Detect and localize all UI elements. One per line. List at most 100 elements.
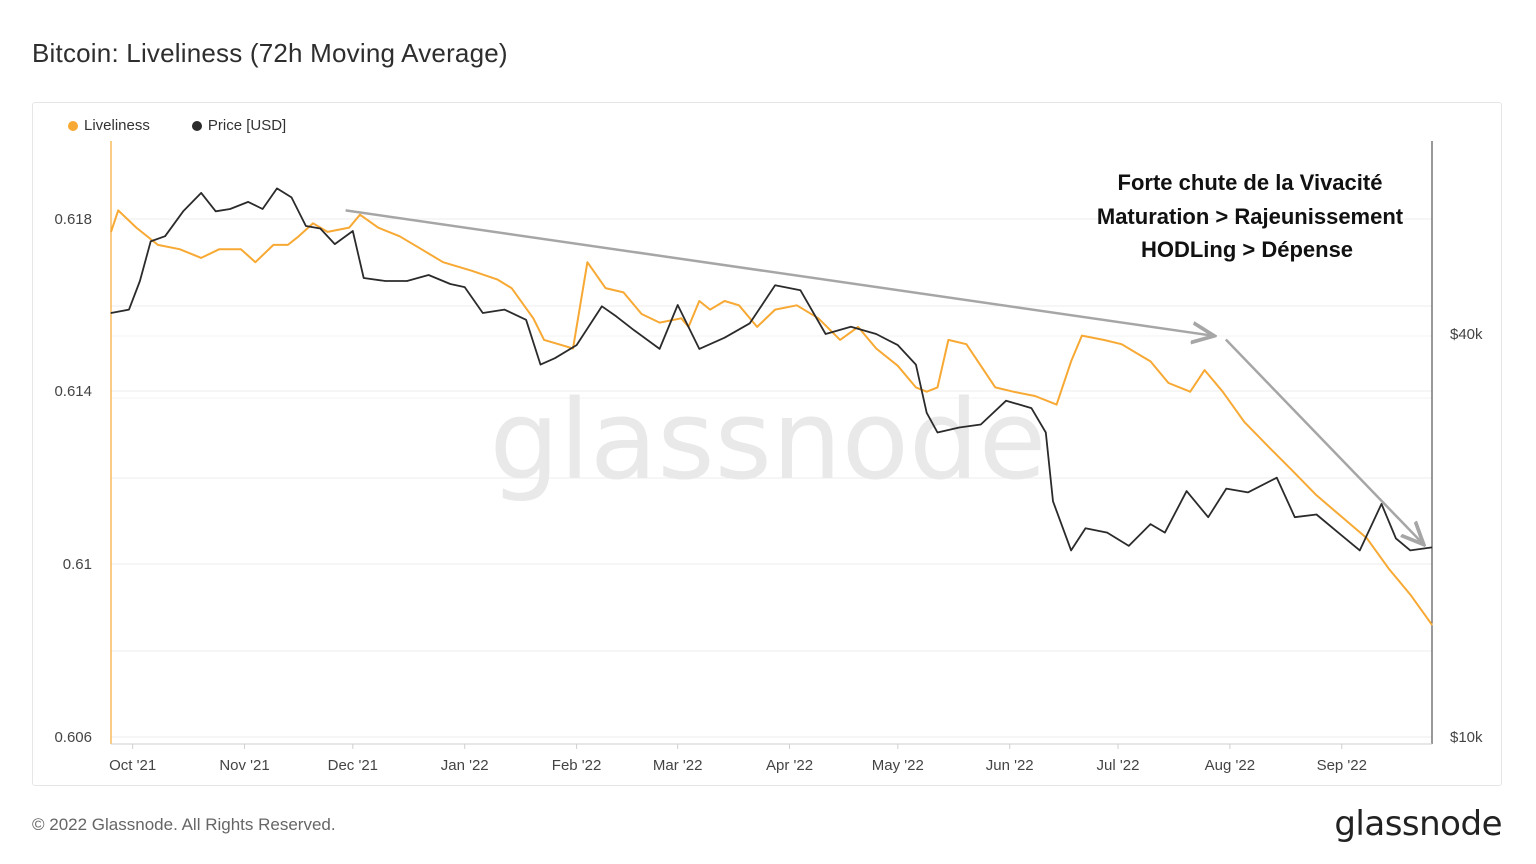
- page-title: Bitcoin: Liveliness (72h Moving Average): [32, 38, 508, 68]
- liveliness-point: [1431, 624, 1433, 626]
- price-point: [936, 431, 939, 434]
- liveliness-point: [399, 235, 401, 237]
- price-point: [305, 225, 307, 227]
- price-point: [659, 348, 661, 350]
- liveliness-point: [558, 343, 560, 345]
- x-tick-label: Feb '22: [552, 757, 602, 774]
- x-tick-label: May '22: [872, 757, 924, 774]
- price-point: [247, 201, 249, 203]
- legend-item-price[interactable]: Price [USD]: [191, 117, 287, 134]
- liveliness-point: [1269, 447, 1271, 449]
- liveliness-point: [287, 244, 289, 246]
- price-point: [615, 315, 617, 317]
- liveliness-point: [254, 261, 256, 263]
- price-point: [319, 227, 321, 230]
- price-point: [164, 235, 166, 237]
- price-point: [1247, 491, 1249, 493]
- liveliness-point: [179, 248, 181, 250]
- liveliness-point: [756, 326, 758, 328]
- y-right-axis: $10k $40k: [1450, 326, 1483, 746]
- price-point: [464, 286, 466, 288]
- price-point: [334, 243, 336, 245]
- price-point: [482, 312, 484, 314]
- x-tick-label: Mar '22: [653, 757, 703, 774]
- liveliness-point: [1222, 391, 1224, 393]
- price-point: [1276, 477, 1278, 479]
- price-point: [677, 304, 679, 306]
- liveliness-point: [936, 386, 939, 388]
- liveliness-point: [659, 322, 661, 324]
- price-point: [774, 284, 776, 286]
- liveliness-point: [442, 261, 444, 263]
- liveliness-point: [1204, 369, 1206, 371]
- liveliness-point: [994, 386, 996, 388]
- liveliness-point: [1388, 568, 1390, 570]
- liveliness-point: [641, 313, 643, 315]
- liveliness-point: [965, 343, 968, 345]
- price-point: [1106, 532, 1108, 534]
- liveliness-point: [496, 278, 498, 280]
- liveliness-point: [698, 300, 700, 302]
- price-point: [980, 423, 982, 426]
- price-point: [698, 348, 700, 350]
- liveliness-point: [1290, 468, 1292, 470]
- price-point: [363, 277, 365, 279]
- liveliness-point: [359, 214, 361, 216]
- legend-item-liveliness[interactable]: Liveliness: [68, 117, 150, 134]
- price-point: [182, 210, 184, 212]
- price-point: [1359, 549, 1361, 552]
- liveliness-point: [1315, 494, 1318, 496]
- price-point: [1431, 546, 1433, 549]
- price-point: [539, 364, 542, 366]
- gridlines: [110, 141, 1433, 745]
- trend-arrow-2: [1224, 338, 1422, 543]
- liveliness-dot-icon: [68, 120, 78, 131]
- price-point: [926, 412, 928, 414]
- price-point: [1070, 549, 1072, 552]
- x-tick-label: Jun '22: [986, 757, 1034, 774]
- price-point: [724, 337, 726, 339]
- price-point: [1395, 537, 1397, 540]
- x-tick-label: Apr '22: [766, 757, 813, 774]
- x-tick-label: Sep '22: [1317, 757, 1367, 774]
- price-point: [449, 283, 451, 285]
- x-axis: Oct '21 Nov '21 Dec '21 Jan '22 Feb '22 Mar '…: [109, 744, 1367, 774]
- liveliness-point: [586, 261, 589, 263]
- price-point: [633, 329, 635, 331]
- liveliness-point: [110, 231, 112, 233]
- liveliness-point: [157, 244, 159, 246]
- price-point: [110, 312, 112, 314]
- liveliness-point: [1243, 421, 1245, 423]
- liveliness-point: [1189, 391, 1191, 393]
- liveliness-point: [897, 365, 899, 367]
- liveliness-point: [1121, 343, 1123, 345]
- price-point: [554, 357, 556, 359]
- glassnode-logo[interactable]: glassnode: [1334, 804, 1502, 844]
- price-point: [958, 426, 960, 429]
- liveliness-point: [839, 339, 841, 341]
- liveliness-point: [377, 227, 379, 229]
- chart-card: [32, 102, 1502, 786]
- price-point: [915, 364, 917, 366]
- liveliness-point: [1056, 404, 1058, 406]
- price-point: [128, 309, 130, 311]
- x-tick-label: Nov '21: [219, 757, 269, 774]
- price-point: [1337, 532, 1339, 534]
- y-left-tick-label: 0.606: [54, 729, 92, 746]
- price-point: [1164, 532, 1166, 534]
- price-series: [110, 187, 1433, 552]
- legend-label-liveliness: Liveliness: [84, 117, 150, 134]
- chart-canvas[interactable]: glassnode 0.606 0.61 0.614 0.618 $10k $40k O…: [0, 0, 1536, 800]
- price-point: [384, 280, 386, 282]
- legend-label-price: Price [USD]: [207, 117, 287, 134]
- trend-arrows: [345, 209, 1422, 543]
- price-point: [215, 210, 217, 212]
- price-point: [601, 305, 603, 307]
- liveliness-point: [532, 317, 534, 319]
- price-point: [875, 333, 877, 335]
- price-point: [1207, 516, 1209, 518]
- liveliness-point: [915, 386, 917, 388]
- x-tick-label: Oct '21: [109, 757, 156, 774]
- chart-legend: Liveliness Price [USD]: [68, 117, 286, 134]
- price-point: [1030, 407, 1032, 409]
